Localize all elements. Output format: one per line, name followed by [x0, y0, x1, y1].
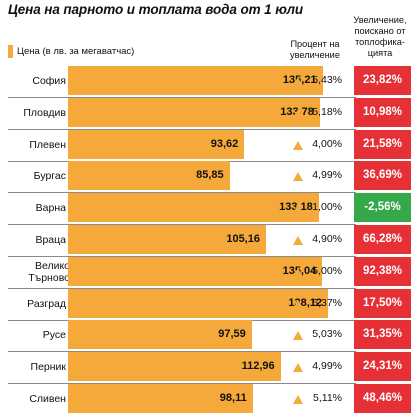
chart-row: Велико Търново135,045,00% 92,38% [0, 256, 416, 289]
category-label: Плевен [29, 138, 66, 151]
requested-increase-value: 10,98% [354, 97, 411, 127]
row-divider [8, 256, 356, 257]
chart-row: Русе 97,59 5,03% 31,35% [0, 320, 416, 353]
requested-increase-value: 36,69% [354, 161, 411, 191]
increase-triangle-icon [293, 108, 303, 118]
row-divider [8, 383, 356, 385]
chart-legend: Цена (в лв. за мегаватчас) [8, 44, 134, 58]
legend-label: Цена (в лв. за мегаватчас) [17, 45, 135, 57]
requested-increase-column-header: Увеличение, поискано от топлофика-цията [353, 15, 407, 58]
category-label: Бургас [33, 170, 66, 183]
price-bar [68, 288, 329, 318]
percent-increase-value: 5,37% [312, 296, 342, 309]
price-bar [68, 129, 245, 159]
category-label: Русе [42, 329, 66, 342]
chart-row: Бургас 85,85 4,99% 36,69% [0, 161, 416, 194]
requested-increase-value: 23,82% [354, 66, 411, 95]
price-value-label: 105,16 [226, 233, 260, 245]
category-label: Враца [35, 234, 66, 246]
price-value-label: 85,85 [196, 169, 224, 182]
percent-increase-value: 5,18% [312, 105, 342, 118]
price-value-label: 97,59 [218, 328, 246, 341]
chart-row: Плевен 93,62 4,00% 21,58% [0, 129, 416, 162]
chart-row: Варна 133,18 1,00% -2,56% [0, 193, 416, 226]
percent-increase-value: 4,90% [312, 233, 342, 245]
category-label: Разград [27, 297, 66, 310]
row-divider [8, 224, 356, 226]
price-value-label: 98,11 [219, 392, 247, 404]
increase-triangle-icon [293, 363, 303, 373]
percent-increase-value: 1,00% [312, 201, 342, 214]
requested-increase-value: 48,46% [354, 384, 411, 413]
category-label: София [32, 75, 66, 87]
requested-increase-value: 66,28% [354, 225, 411, 254]
chart-row: Сливен 98,11 5,11% 48,46% [0, 384, 416, 414]
requested-increase-value: 21,58% [354, 129, 411, 159]
price-bar [68, 256, 323, 286]
price-value-label: 135,21 [282, 74, 317, 86]
requested-increase-value: 92,38% [354, 256, 411, 286]
row-divider [8, 192, 356, 194]
category-label: Велико Търново [28, 259, 70, 284]
category-label: Сливен [29, 393, 66, 405]
requested-increase-value: 24,31% [354, 352, 411, 382]
percent-column-header: Процент на увеличение [290, 39, 340, 60]
price-bar [68, 66, 323, 95]
row-divider [8, 319, 356, 321]
percent-increase-value: 5,03% [312, 328, 342, 341]
row-divider [8, 97, 356, 98]
increase-triangle-icon [293, 140, 303, 150]
chart-row: Враца 105,16 4,90% 66,28% [0, 225, 416, 257]
legend-swatch [8, 44, 13, 58]
requested-increase-value: 17,50% [354, 288, 411, 318]
chart-row: Перник 112,96 4,99% 24,31% [0, 352, 416, 385]
category-label: Варна [35, 202, 66, 215]
price-bar [68, 161, 230, 191]
chart-row: Разград 138,12 5,37% 17,50% [0, 288, 416, 321]
category-label: Пловдив [23, 106, 66, 119]
price-bar [68, 225, 266, 254]
percent-increase-value: 4,00% [312, 137, 342, 150]
chart-row: София 135,21 5,43% 23,82% [0, 66, 416, 98]
row-divider [8, 128, 356, 130]
price-value-label: 133,78 [68, 98, 314, 127]
increase-triangle-icon [293, 77, 303, 86]
percent-increase-value: 5,00% [312, 264, 342, 277]
price-value-label: 112,96 [241, 360, 275, 373]
price-bar [68, 320, 252, 350]
category-label: Перник [30, 361, 66, 374]
increase-triangle-icon [293, 331, 303, 341]
increase-triangle-icon [293, 236, 303, 245]
price-value-label: 138,12 [288, 296, 323, 309]
increase-triangle-icon [293, 204, 303, 214]
percent-increase-value: 4,99% [312, 169, 342, 182]
percent-increase-value: 4,99% [312, 360, 342, 373]
chart-title: Цена на парното и топлата вода от 1 юли [8, 2, 304, 17]
price-bar [68, 97, 320, 127]
price-bar [68, 193, 319, 223]
price-value-label: 135,04 [68, 257, 317, 286]
increase-triangle-icon [293, 172, 303, 182]
increase-triangle-icon [293, 299, 303, 309]
row-divider [8, 351, 356, 353]
price-bar [68, 352, 281, 382]
requested-increase-value: 31,35% [354, 320, 411, 350]
increase-triangle-icon [293, 267, 303, 277]
chart-row: Пловдив133,785,18% 10,98% [0, 97, 416, 130]
row-divider [8, 160, 356, 162]
percent-increase-value: 5,43% [312, 74, 342, 86]
requested-increase-value: -2,56% [354, 193, 411, 223]
percent-increase-value: 5,11% [313, 392, 342, 404]
price-value-label: 93,62 [210, 137, 239, 150]
row-divider [8, 287, 356, 289]
price-value-label: 133,18 [279, 201, 313, 214]
